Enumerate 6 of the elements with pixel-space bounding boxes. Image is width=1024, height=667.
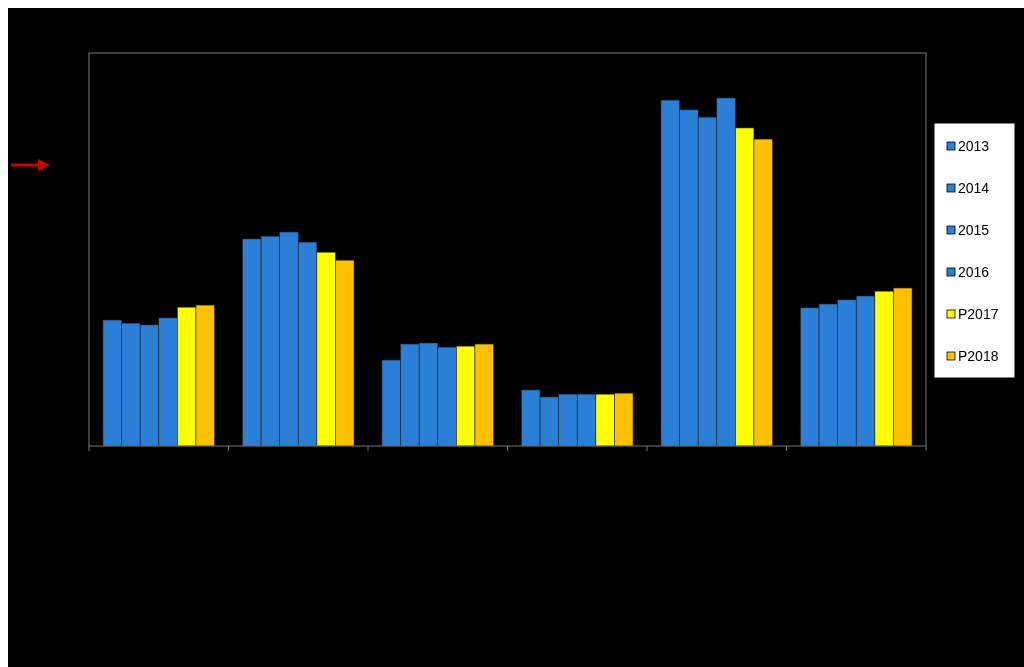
legend-label: P2018	[958, 348, 999, 364]
legend-label: 2016	[958, 264, 990, 280]
legend-label: 2013	[958, 138, 990, 154]
legend-label: P2017	[958, 306, 999, 322]
legend-label: 2014	[958, 180, 990, 196]
legend-label: 2015	[958, 222, 990, 238]
